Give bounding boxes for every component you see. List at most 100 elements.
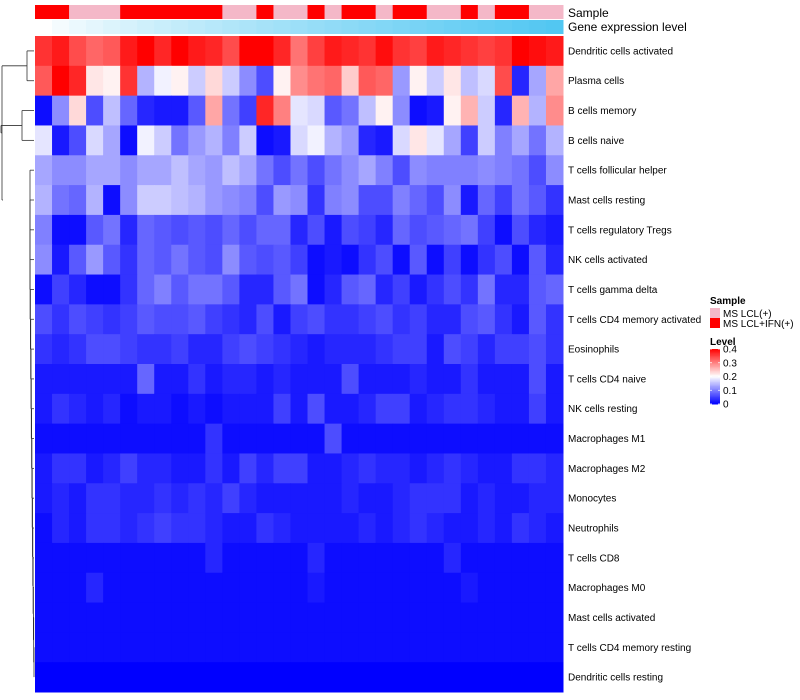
heatmap-cell (290, 572, 309, 604)
heatmap-cell (358, 453, 377, 484)
heatmap-cell (239, 513, 257, 544)
heatmap-cell (222, 214, 240, 246)
heatmap-cell (409, 244, 428, 276)
heatmap-cell (460, 334, 479, 365)
expression-annotation-cell (103, 20, 121, 34)
heatmap-cell (426, 185, 445, 216)
row-label: Plasma cells (568, 76, 624, 87)
heatmap-cell (375, 572, 394, 604)
heatmap-cell (426, 65, 445, 97)
heatmap-cell (239, 662, 257, 693)
heatmap-cell (477, 244, 496, 276)
heatmap-cell (341, 602, 360, 633)
expression-annotation-cell (375, 20, 394, 34)
heatmap-cell (392, 334, 411, 365)
heatmap-cell (358, 334, 377, 365)
expression-annotation-cell (358, 20, 377, 34)
row-labels: Dendritic cells activated Plasma cells B c… (568, 46, 701, 683)
sample-annotation-cell (222, 5, 240, 19)
heatmap-cell (375, 155, 394, 186)
heatmap-cell (324, 423, 343, 454)
level-legend-gradient-step (710, 386, 720, 388)
heatmap-cell (545, 125, 564, 156)
heatmap-cell (375, 662, 394, 693)
sample-annotation-cell (307, 5, 326, 19)
heatmap-cell (409, 304, 428, 335)
heatmap-cell (477, 334, 496, 365)
heatmap-cell (307, 304, 326, 335)
heatmap-cell (494, 334, 513, 365)
level-legend-gradient-step (710, 390, 720, 393)
expression-annotation-cell (205, 20, 223, 34)
heatmap-cell (426, 95, 445, 126)
heatmap-cell (358, 274, 377, 305)
heatmap-cell (341, 513, 360, 544)
heatmap-cell (307, 572, 326, 604)
heatmap-cell (273, 95, 291, 126)
heatmap-cell (205, 155, 223, 186)
heatmap-cell (545, 602, 564, 633)
heatmap-cell (222, 244, 240, 276)
heatmap-cell (307, 453, 326, 484)
heatmap-cell (341, 155, 360, 186)
heatmap-cell (205, 572, 223, 604)
heatmap-cell (477, 304, 496, 335)
heatmap-cell (545, 453, 564, 484)
heatmap-cell (460, 185, 479, 216)
heatmap-cell (86, 65, 104, 97)
heatmap-cell (545, 423, 564, 454)
heatmap-cell (443, 542, 462, 574)
heatmap-cell (256, 36, 274, 67)
heatmap-cell (103, 542, 121, 574)
heatmap-cell (69, 95, 87, 126)
heatmap-cell (103, 304, 121, 335)
heatmap-cell (545, 304, 564, 335)
sample-annotation-bar (35, 5, 564, 19)
heatmap-cell (256, 364, 274, 395)
heatmap-cell (69, 453, 87, 484)
level-legend-gradient-step (710, 397, 720, 399)
heatmap-cell (426, 513, 445, 544)
heatmap-cell (426, 214, 445, 246)
level-legend-gradient-step (710, 358, 720, 361)
heatmap-cell (52, 542, 70, 574)
heatmap-cell (290, 662, 309, 693)
heatmap-cell (205, 632, 223, 663)
heatmap-cell (443, 274, 462, 305)
level-legend-gradient-step (710, 387, 720, 390)
heatmap-cell (375, 244, 394, 276)
sample-annotation-cell (154, 5, 172, 19)
heatmap-cell (477, 483, 496, 514)
heatmap-cell (426, 483, 445, 514)
heatmap-cell (103, 483, 121, 514)
heatmap-cell (35, 423, 53, 454)
heatmap-cell (86, 632, 104, 663)
sample-annotation-cell (341, 5, 360, 19)
heatmap-cell (188, 155, 206, 186)
heatmap-cell (239, 155, 257, 186)
heatmap-cell (52, 513, 70, 544)
heatmap-cell (409, 423, 428, 454)
heatmap-cell (171, 65, 189, 97)
heatmap-cell (528, 662, 547, 693)
heatmap-cell (460, 393, 479, 425)
heatmap-cell (443, 185, 462, 216)
heatmap-cell (103, 364, 121, 395)
heatmap-cell (307, 632, 326, 663)
heatmap-cell (120, 513, 138, 544)
heatmap-cell (443, 214, 462, 246)
expression-annotation-cell (52, 20, 70, 34)
heatmap-cell (273, 65, 291, 97)
heatmap-cell (120, 632, 138, 663)
heatmap-cell (460, 125, 479, 156)
heatmap-cell (290, 214, 309, 246)
heatmap-cell (35, 185, 53, 216)
heatmap-cell (86, 423, 104, 454)
heatmap-cell (273, 602, 291, 633)
heatmap-cell (528, 274, 547, 305)
heatmap-cell (239, 214, 257, 246)
heatmap-cell (69, 364, 87, 395)
sample-annotation-cell (52, 5, 70, 19)
heatmap-cell (239, 632, 257, 663)
heatmap-cell (86, 125, 104, 156)
